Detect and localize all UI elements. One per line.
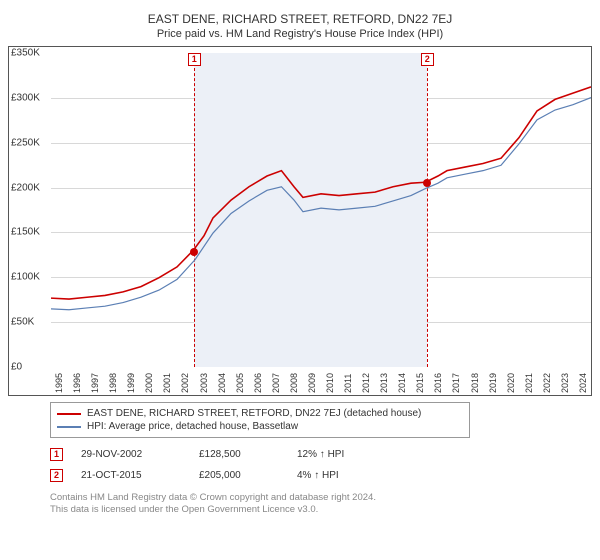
- chart-container: £0£50K£100K£150K£200K£250K£300K£350K 12 …: [8, 46, 592, 396]
- attribution-line-1: Contains HM Land Registry data © Crown c…: [50, 492, 592, 504]
- marker-table: 1 29-NOV-2002 £128,500 12% ↑ HPI 2 21-OC…: [50, 444, 592, 486]
- marker-number-box: 1: [188, 53, 201, 66]
- y-axis-tick: £300K: [11, 92, 40, 103]
- y-axis-tick: £150K: [11, 227, 40, 238]
- legend-label: EAST DENE, RICHARD STREET, RETFORD, DN22…: [87, 408, 421, 419]
- marker-2-date: 21-OCT-2015: [81, 470, 181, 481]
- series-line: [51, 87, 591, 299]
- y-axis-tick: £200K: [11, 182, 40, 193]
- marker-badge-1: 1: [50, 448, 63, 461]
- legend-swatch: [57, 413, 81, 415]
- legend: EAST DENE, RICHARD STREET, RETFORD, DN22…: [50, 402, 470, 438]
- y-axis-tick: £350K: [11, 48, 40, 59]
- marker-1-date: 29-NOV-2002: [81, 449, 181, 460]
- legend-label: HPI: Average price, detached house, Bass…: [87, 421, 298, 432]
- y-axis-tick: £50K: [11, 317, 34, 328]
- marker-number-box: 2: [421, 53, 434, 66]
- sale-point-dot: [423, 179, 431, 187]
- y-axis-tick: £100K: [11, 272, 40, 283]
- chart-subtitle: Price paid vs. HM Land Registry's House …: [8, 28, 592, 40]
- legend-swatch: [57, 426, 81, 428]
- marker-2-price: £205,000: [199, 470, 279, 481]
- marker-1-hpi: 12% ↑ HPI: [297, 449, 377, 460]
- attribution-text: Contains HM Land Registry data © Crown c…: [50, 492, 592, 517]
- y-axis-tick: £0: [11, 362, 22, 373]
- sale-point-dot: [190, 248, 198, 256]
- marker-1-price: £128,500: [199, 449, 279, 460]
- y-axis-tick: £250K: [11, 137, 40, 148]
- series-line: [51, 98, 591, 310]
- marker-badge-2: 2: [50, 469, 63, 482]
- marker-2-hpi: 4% ↑ HPI: [297, 470, 377, 481]
- plot-area: 12: [51, 53, 591, 365]
- attribution-line-2: This data is licensed under the Open Gov…: [50, 504, 592, 516]
- chart-title: EAST DENE, RICHARD STREET, RETFORD, DN22…: [8, 12, 592, 26]
- legend-row: HPI: Average price, detached house, Bass…: [57, 420, 463, 433]
- legend-row: EAST DENE, RICHARD STREET, RETFORD, DN22…: [57, 407, 463, 420]
